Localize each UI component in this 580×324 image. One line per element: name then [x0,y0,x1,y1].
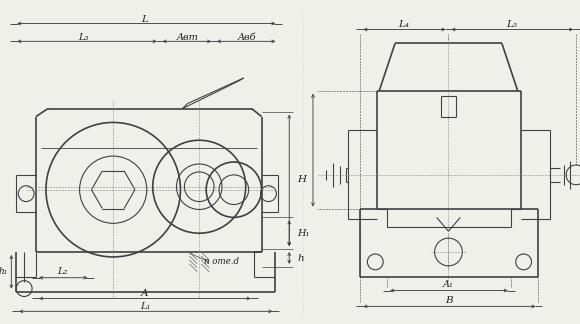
Text: H₁: H₁ [297,229,310,238]
Text: L: L [142,15,148,24]
Text: B: B [445,296,453,305]
Text: L₅: L₅ [506,20,517,29]
Text: L₃: L₃ [78,33,89,42]
Text: Aвт: Aвт [176,33,198,42]
Text: L₄: L₄ [398,20,409,29]
Text: A₁: A₁ [443,280,454,289]
Text: L₁: L₁ [140,302,151,311]
Text: Aвб: Aвб [237,33,256,42]
Text: L₂: L₂ [57,267,68,276]
Text: A: A [141,289,148,298]
Text: h₁: h₁ [0,267,8,276]
Text: H: H [297,175,306,184]
Text: h: h [297,254,304,263]
Text: n ome.d: n ome.d [205,257,240,266]
